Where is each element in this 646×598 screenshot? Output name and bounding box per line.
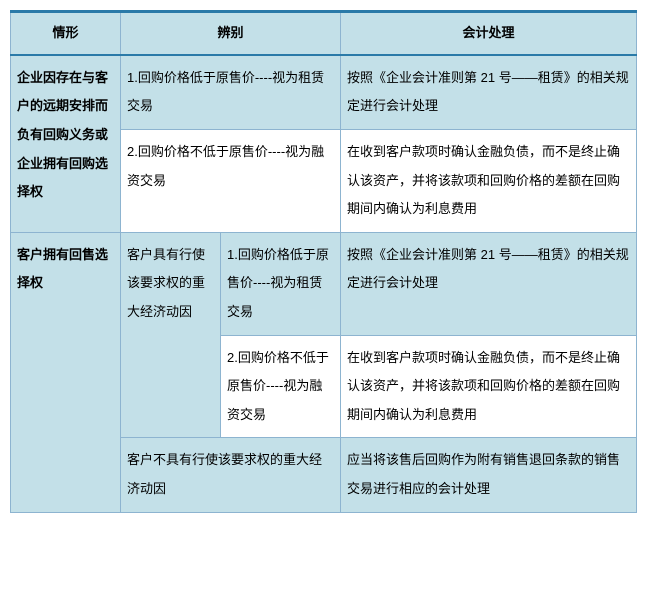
cell-acct-1b: 在收到客户款项时确认金融负债，而不是终止确认该资产，并将该款项和回购价格的差额在… (341, 129, 637, 232)
cell-acct-2b: 在收到客户款项时确认金融负债，而不是终止确认该资产，并将该款项和回购价格的差额在… (341, 335, 637, 438)
cell-sub-2a: 客户具有行使该要求权的重大经济动因 (121, 232, 221, 438)
cell-ident-1a: 1.回购价格低于原售价----视为租赁交易 (121, 55, 341, 130)
cell-acct-1a: 按照《企业会计准则第 21 号——租赁》的相关规定进行会计处理 (341, 55, 637, 130)
cell-ident-1b: 2.回购价格不低于原售价----视为融资交易 (121, 129, 341, 232)
header-identification: 辨别 (121, 12, 341, 55)
cell-situation-1: 企业因存在与客户的远期安排而负有回购义务或企业拥有回购选择权 (11, 55, 121, 232)
cell-sub-2b: 客户不具有行使该要求权的重大经济动因 (121, 438, 341, 512)
accounting-table: 情形 辨别 会计处理 企业因存在与客户的远期安排而负有回购义务或企业拥有回购选择… (10, 10, 637, 513)
cell-acct-2c: 应当将该售后回购作为附有销售退回条款的销售交易进行相应的会计处理 (341, 438, 637, 512)
cell-ident-2b: 2.回购价格不低于原售价----视为融资交易 (221, 335, 341, 438)
header-row: 情形 辨别 会计处理 (11, 12, 637, 55)
cell-acct-2a: 按照《企业会计准则第 21 号——租赁》的相关规定进行会计处理 (341, 232, 637, 335)
table-row: 客户拥有回售选择权 客户具有行使该要求权的重大经济动因 1.回购价格低于原售价-… (11, 232, 637, 335)
header-situation: 情形 (11, 12, 121, 55)
cell-ident-2a: 1.回购价格低于原售价----视为租赁交易 (221, 232, 341, 335)
header-accounting: 会计处理 (341, 12, 637, 55)
cell-situation-2: 客户拥有回售选择权 (11, 232, 121, 512)
table-row: 企业因存在与客户的远期安排而负有回购义务或企业拥有回购选择权 1.回购价格低于原… (11, 55, 637, 130)
